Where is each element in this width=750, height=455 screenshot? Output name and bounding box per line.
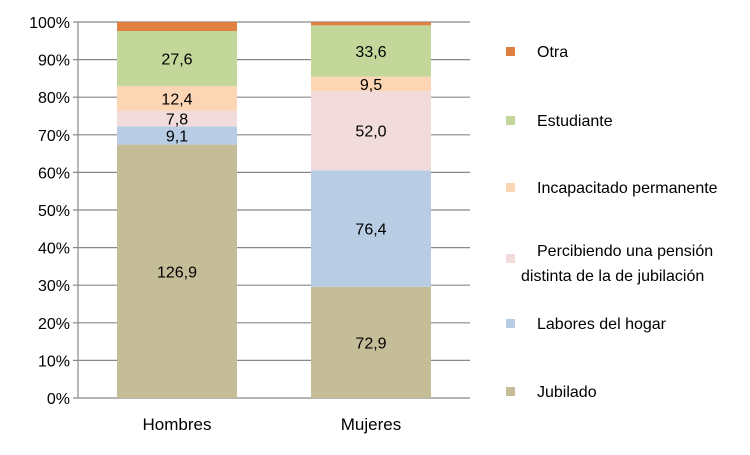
y-tick-label: 10% <box>38 353 70 370</box>
x-tick-label: Hombres <box>143 415 212 434</box>
bar-segment <box>311 22 431 26</box>
bar-segment <box>311 25 431 77</box>
bar-segment <box>117 110 237 127</box>
data-label: 12,4 <box>161 91 192 108</box>
data-label: 76,4 <box>355 222 386 239</box>
data-label: 52,0 <box>355 124 386 141</box>
bar-segment <box>311 170 431 287</box>
bar-segment <box>117 30 237 87</box>
y-tick-label: 60% <box>38 165 70 182</box>
legend-marker <box>506 254 515 263</box>
y-tick-label: 30% <box>38 278 70 295</box>
legend-marker <box>506 183 515 192</box>
y-tick-label: 70% <box>38 128 70 145</box>
y-tick-label: 100% <box>29 15 70 32</box>
legend-label: Otra <box>537 44 568 61</box>
legend-label: Labores del hogar <box>537 316 667 333</box>
data-label: 9,1 <box>166 129 188 146</box>
data-label: 33,6 <box>355 44 386 61</box>
data-label: 7,8 <box>166 112 188 129</box>
bar-segment <box>117 86 237 111</box>
bar-segment <box>117 144 237 398</box>
y-tick-label: 0% <box>47 391 70 408</box>
y-tick-label: 80% <box>38 90 70 107</box>
legend-marker <box>506 387 515 396</box>
legend-label: Jubilado <box>537 384 597 401</box>
legend-marker <box>506 47 515 56</box>
legend-marker <box>506 319 515 328</box>
bar-segment <box>117 126 237 145</box>
legend-label: Estudiante <box>537 113 613 130</box>
data-label: 126,9 <box>157 264 197 281</box>
y-tick-label: 40% <box>38 241 70 258</box>
data-label: 72,9 <box>355 335 386 352</box>
legend-label: Percibiendo una pensión <box>537 243 713 260</box>
y-tick-label: 50% <box>38 203 70 220</box>
bar-segment <box>311 91 431 171</box>
y-tick-label: 20% <box>38 316 70 333</box>
data-label: 27,6 <box>161 52 192 69</box>
legend-label: Incapacitado permanente <box>537 180 718 197</box>
bar-segment <box>311 286 431 398</box>
legend-marker <box>506 116 515 125</box>
x-tick-label: Mujeres <box>341 415 401 434</box>
y-tick-label: 90% <box>38 53 70 70</box>
data-label: 9,5 <box>360 77 382 94</box>
bar-segment <box>311 76 431 92</box>
legend-label: distinta de la de jubilación <box>521 268 704 285</box>
bar-segment <box>117 22 237 31</box>
